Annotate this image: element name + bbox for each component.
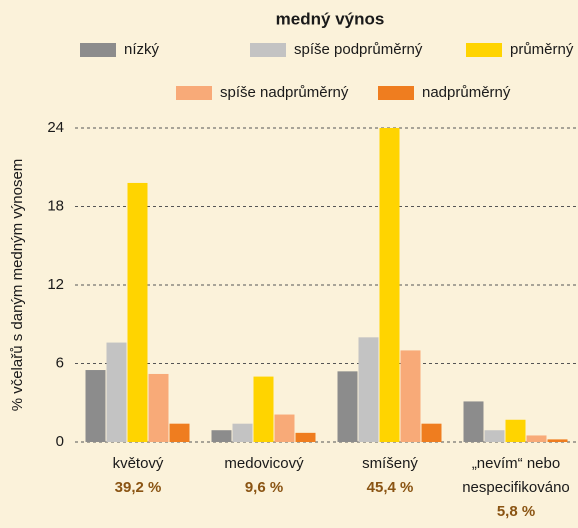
- legend-label: nízký: [124, 41, 160, 58]
- legend-title: medný výnos: [276, 9, 385, 28]
- bar: [463, 401, 484, 442]
- category-block: smíšený 45,4 %: [327, 452, 453, 500]
- y-tick-label: 12: [47, 276, 64, 293]
- category-share: 5,8 %: [496, 503, 536, 520]
- bar: [148, 373, 169, 442]
- category-block: „nevím“ nebo nespecifikováno 5,8 %: [453, 452, 578, 524]
- bar: [505, 419, 526, 442]
- bar: [232, 423, 253, 442]
- bar: [526, 435, 547, 442]
- category-share: 39,2 %: [114, 479, 162, 496]
- x-tick-label: květový: [112, 455, 164, 472]
- category-share: 45,4 %: [366, 479, 414, 496]
- y-tick-label: 6: [56, 354, 64, 371]
- legend-swatch: [176, 86, 212, 100]
- category-block: květový 39,2 %: [75, 452, 201, 500]
- bar: [295, 432, 316, 442]
- legend-label: spíše nadprůměrný: [220, 84, 349, 101]
- legend-swatch: [250, 43, 286, 57]
- bar: [85, 370, 106, 442]
- bar: [127, 182, 148, 442]
- bar: [358, 337, 379, 442]
- category-block: medovicový 9,6 %: [201, 452, 327, 500]
- y-tick-label: 18: [47, 197, 64, 214]
- bar: [379, 128, 400, 442]
- legend-swatch: [378, 86, 414, 100]
- x-tick-label: smíšený: [362, 455, 418, 472]
- bar: [169, 423, 190, 442]
- bar: [253, 376, 274, 442]
- bar: [400, 350, 421, 442]
- category-share: 9,6 %: [244, 479, 284, 496]
- bar: [337, 371, 358, 442]
- legend-label: spíše podprůměrný: [294, 41, 423, 58]
- legend-swatch: [80, 43, 116, 57]
- bar: [106, 342, 127, 442]
- bar: [547, 439, 568, 442]
- legend-label: nadprůměrný: [422, 84, 511, 101]
- y-axis-label: % včelařů s daným medným výnosem: [9, 159, 26, 412]
- legend-label: průměrný: [510, 41, 574, 58]
- bar: [484, 430, 505, 442]
- legend-swatch: [466, 43, 502, 57]
- bar: [274, 414, 295, 442]
- x-tick-label: medovicový: [224, 455, 304, 472]
- x-tick-label: „nevím“ nebo nespecifikováno: [462, 455, 570, 496]
- bar: [421, 423, 442, 442]
- bar: [211, 430, 232, 442]
- y-tick-label: 0: [56, 433, 64, 450]
- y-tick-label: 24: [47, 119, 64, 136]
